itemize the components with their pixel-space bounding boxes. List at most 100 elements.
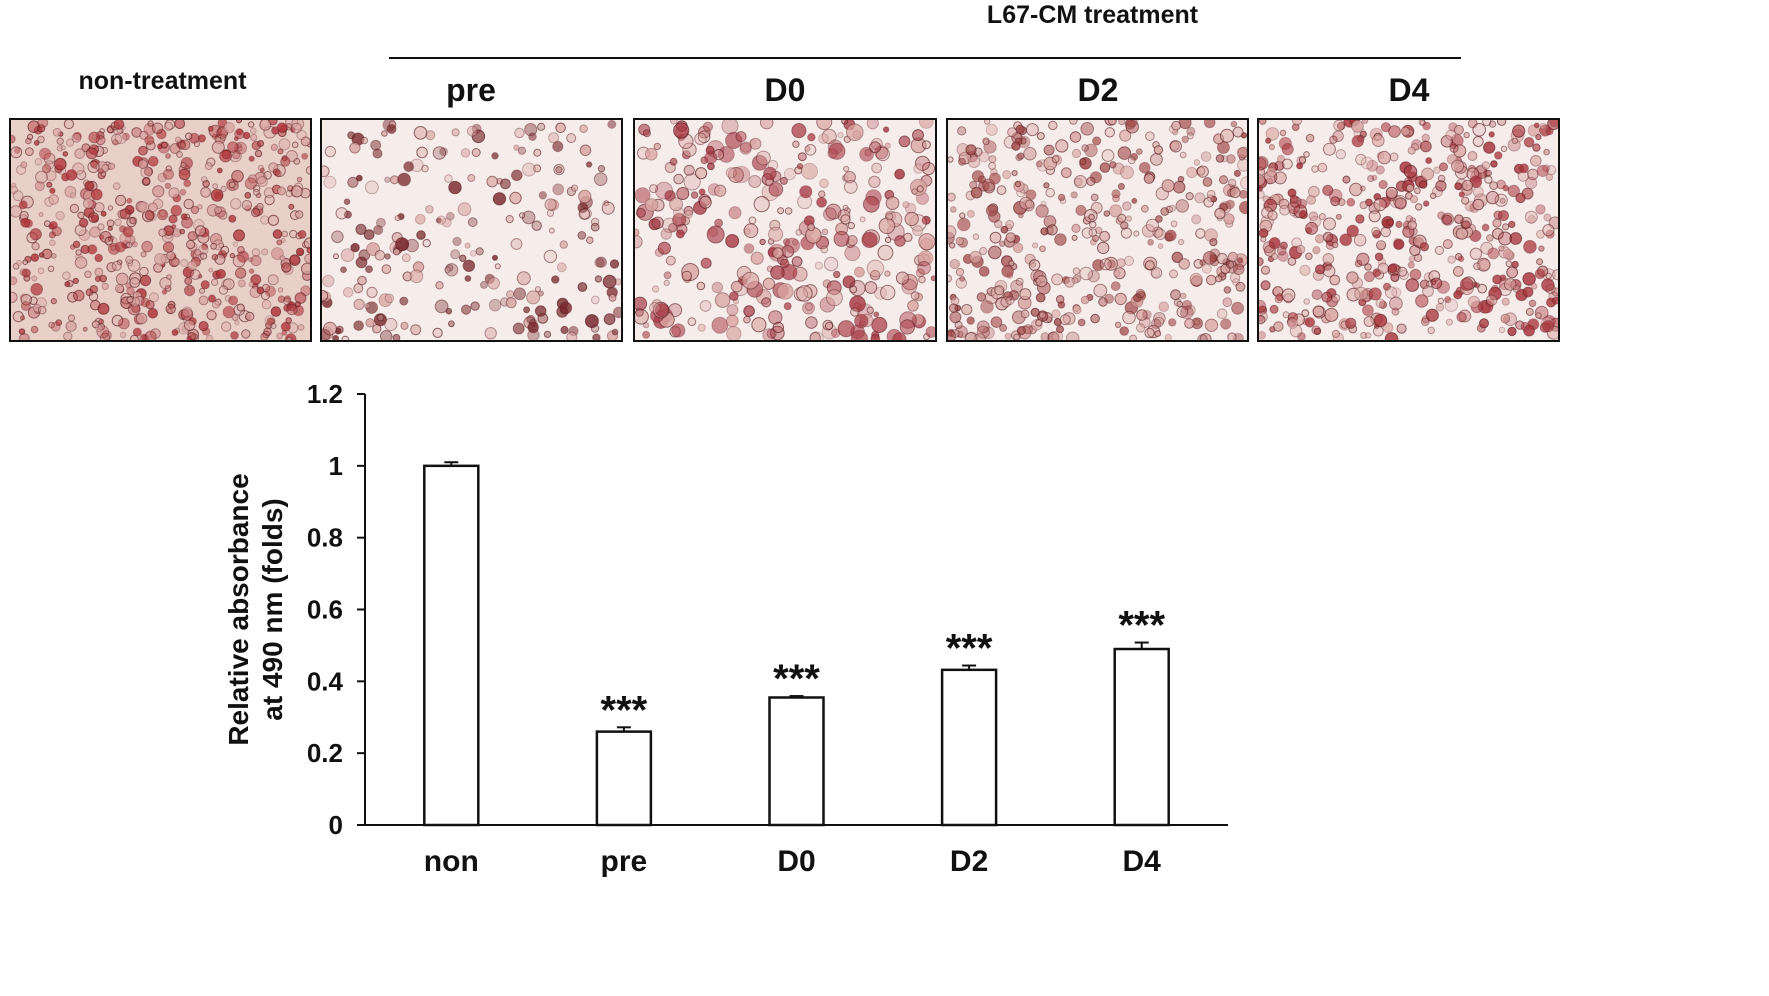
stained-cell bbox=[248, 155, 255, 162]
stained-cell bbox=[376, 313, 385, 322]
y-tick-label: 0.6 bbox=[307, 595, 343, 625]
stained-cell bbox=[467, 217, 478, 228]
stained-cell bbox=[447, 320, 455, 328]
stained-cell bbox=[1423, 200, 1430, 207]
stained-cell bbox=[34, 180, 45, 192]
stained-cell bbox=[1519, 163, 1529, 174]
stained-cell bbox=[607, 120, 617, 129]
stained-cell bbox=[514, 127, 525, 139]
stained-cell bbox=[1485, 169, 1493, 177]
stained-cell bbox=[1311, 165, 1319, 173]
stained-cell bbox=[340, 248, 355, 263]
stained-cell bbox=[579, 144, 592, 157]
stained-cell bbox=[399, 296, 409, 306]
stained-cell bbox=[232, 241, 239, 247]
stained-cell bbox=[263, 327, 272, 337]
stained-cell bbox=[1055, 295, 1065, 304]
stained-cell bbox=[251, 248, 261, 257]
x-tick-label: D4 bbox=[1123, 845, 1162, 878]
stained-cell bbox=[305, 166, 310, 175]
stained-cell bbox=[1004, 332, 1012, 340]
stained-cell bbox=[1127, 156, 1136, 165]
stained-cell bbox=[1360, 331, 1368, 339]
stained-cell bbox=[1266, 166, 1277, 178]
stained-cell bbox=[322, 290, 329, 302]
stained-cell bbox=[1497, 210, 1510, 222]
stained-cell bbox=[190, 205, 200, 215]
stained-cell bbox=[676, 187, 690, 200]
stained-cell bbox=[470, 301, 480, 311]
stained-cell bbox=[1281, 143, 1294, 156]
stained-cell bbox=[85, 147, 98, 160]
stained-cell bbox=[1345, 317, 1357, 330]
stained-cell bbox=[147, 308, 159, 319]
stained-cell bbox=[441, 217, 452, 228]
stained-cell bbox=[1233, 263, 1245, 276]
stained-cell bbox=[1237, 158, 1247, 172]
stained-cell bbox=[237, 245, 245, 254]
stained-cell bbox=[201, 243, 209, 251]
stained-cell bbox=[566, 331, 578, 340]
stained-cell bbox=[1157, 243, 1164, 250]
stained-cell bbox=[1069, 120, 1078, 125]
stained-cell bbox=[286, 336, 293, 340]
stained-cell bbox=[245, 311, 255, 321]
stained-cell bbox=[242, 131, 251, 140]
stained-cell bbox=[821, 228, 829, 236]
stained-cell bbox=[1111, 189, 1121, 199]
stained-cell bbox=[1090, 193, 1099, 202]
stained-cell bbox=[211, 140, 225, 154]
stained-cell bbox=[484, 327, 497, 340]
stained-cell bbox=[100, 171, 107, 177]
stained-cell bbox=[364, 302, 371, 309]
stained-cell bbox=[183, 284, 196, 297]
stained-cell bbox=[228, 295, 239, 306]
stained-cell bbox=[714, 218, 724, 228]
stained-cell bbox=[782, 238, 791, 246]
stained-cell bbox=[43, 220, 51, 227]
stained-cell bbox=[1012, 242, 1024, 254]
stained-cell bbox=[384, 293, 395, 304]
stained-cell bbox=[1435, 302, 1445, 312]
stained-cell bbox=[1278, 198, 1290, 210]
stained-cell bbox=[725, 314, 739, 328]
stained-cell bbox=[464, 275, 472, 282]
panel-label-pre: pre bbox=[446, 72, 496, 108]
stained-cell bbox=[1332, 130, 1344, 143]
stained-cell bbox=[1231, 301, 1245, 315]
stained-cell bbox=[869, 141, 882, 154]
stained-cell bbox=[1455, 227, 1469, 240]
stained-cell bbox=[115, 194, 127, 207]
stained-cell bbox=[381, 130, 388, 137]
stained-cell bbox=[1259, 257, 1264, 267]
stained-cell bbox=[1453, 144, 1467, 158]
stained-cell bbox=[1016, 326, 1027, 336]
stained-cell bbox=[1391, 287, 1402, 298]
stained-cell bbox=[1273, 171, 1287, 185]
stained-cell bbox=[1070, 191, 1078, 199]
stained-cell bbox=[1035, 160, 1043, 168]
stained-cell bbox=[1201, 263, 1212, 274]
stained-cell bbox=[603, 313, 616, 326]
stained-cell bbox=[1281, 158, 1293, 170]
stained-cell bbox=[1409, 195, 1419, 204]
stained-cell bbox=[869, 269, 881, 281]
stained-cell bbox=[957, 126, 967, 136]
stained-cell bbox=[1551, 296, 1558, 305]
stained-cell bbox=[534, 286, 541, 293]
stained-cell bbox=[1472, 198, 1485, 211]
stained-cell bbox=[1169, 269, 1178, 279]
stained-cell bbox=[48, 321, 55, 329]
stained-cell bbox=[1481, 223, 1490, 232]
stained-cell bbox=[1507, 184, 1521, 198]
stained-cell bbox=[78, 218, 89, 228]
stained-cell bbox=[1035, 292, 1046, 303]
stained-cell bbox=[1176, 300, 1184, 308]
stained-cell bbox=[660, 228, 673, 240]
bar-d2 bbox=[940, 668, 998, 827]
stained-cell bbox=[22, 259, 28, 265]
stained-cell bbox=[1150, 267, 1163, 279]
stained-cell bbox=[1351, 120, 1364, 133]
stained-cell bbox=[533, 148, 542, 157]
stained-cell bbox=[287, 185, 294, 192]
